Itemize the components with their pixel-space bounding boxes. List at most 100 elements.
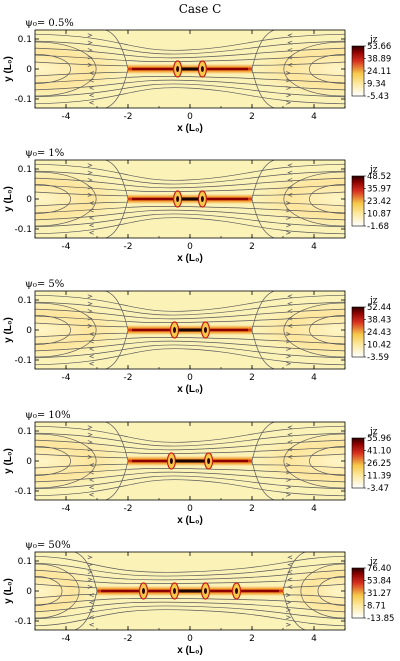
- plasmoid-core: [235, 588, 238, 594]
- colorbar-tick-label: 38.89: [367, 55, 391, 65]
- field-loop: [35, 576, 63, 606]
- field-arrow: [87, 301, 93, 306]
- colorbar-tick-label: 24.43: [367, 328, 391, 338]
- plasmoid-core: [173, 588, 176, 594]
- colorbar-tick-label: 9.34: [367, 80, 386, 90]
- field-line: [35, 40, 345, 55]
- island-glow: [287, 562, 345, 620]
- field-loop: [309, 446, 345, 476]
- field-arrow: [88, 339, 94, 344]
- field-arrow: [88, 600, 94, 605]
- separatrix: [73, 590, 98, 630]
- colorbar-tick-label: 10.87: [367, 210, 391, 220]
- colorbar: [351, 175, 365, 227]
- field-arrow: [88, 93, 94, 98]
- colorbar: [351, 306, 365, 358]
- field-arrow: [88, 492, 94, 497]
- plasmoid-core: [200, 66, 204, 72]
- x-tick-label: 0: [187, 634, 193, 644]
- chart-panel: -4 -2 0 2 4 0.1 0 -0.1 x (L₀) y (L₀) ψ₀= 1% jz48.52…: [3, 148, 391, 264]
- island-glow: [35, 170, 124, 228]
- island-glow: [35, 301, 124, 359]
- x-tick-label: 0: [187, 242, 193, 252]
- y-axis-label: y (L₀): [3, 186, 14, 212]
- field-line: [35, 576, 345, 585]
- x-tick-label: -4: [62, 634, 71, 644]
- field-arrow: [87, 48, 93, 53]
- field-line: [35, 432, 345, 447]
- plasmoid-core: [204, 327, 207, 333]
- field-line: [35, 439, 345, 451]
- field-line: [35, 555, 345, 573]
- x-tick-label: 4: [311, 242, 317, 252]
- separatrix: [104, 460, 129, 500]
- field-arrow: [287, 33, 293, 38]
- field-arrow: [286, 100, 292, 105]
- field-arrow: [286, 622, 292, 627]
- x-tick-label: 0: [187, 373, 193, 383]
- field-arrow: [287, 432, 293, 437]
- field-line: [35, 33, 345, 51]
- colorbar-tick-label: 38.43: [367, 316, 391, 326]
- y-tick-label: 0.1: [18, 165, 32, 175]
- x-axis-label: x (L₀): [177, 123, 203, 134]
- field-line: [35, 205, 345, 214]
- field-arrow: [88, 223, 94, 228]
- x-tick-label: -2: [124, 112, 133, 122]
- field-line: [35, 467, 345, 476]
- field-arrow: [286, 354, 292, 359]
- field-arrow: [287, 192, 293, 197]
- field-arrow: [287, 555, 293, 560]
- plasmoid-core: [173, 327, 176, 333]
- field-arrow: [87, 584, 93, 589]
- field-arrow: [286, 346, 292, 351]
- island-glow: [256, 432, 345, 490]
- field-arrow: [287, 48, 293, 53]
- panel-label: ψ₀= 0.5%: [25, 18, 74, 29]
- field-line: [35, 340, 345, 352]
- field-line: [35, 47, 345, 59]
- y-tick-label: -0.1: [14, 356, 32, 366]
- field-arrow: [287, 454, 293, 459]
- field-arrow: [87, 454, 93, 459]
- field-line: [35, 75, 345, 84]
- colorbar-label: jz: [369, 557, 378, 567]
- field-arrow: [88, 463, 94, 468]
- field-line: [35, 294, 345, 312]
- field-arrow: [87, 425, 93, 430]
- plasmoid-core: [176, 66, 180, 72]
- plasmoid-core: [200, 196, 204, 202]
- y-tick-label: 0: [26, 195, 32, 205]
- field-arrow: [88, 71, 94, 76]
- colorbar-tick-label: 53.66: [367, 42, 391, 52]
- separatrix: [104, 329, 129, 369]
- field-line: [35, 344, 345, 359]
- field-arrow: [87, 555, 93, 560]
- field-arrow: [287, 170, 293, 175]
- field-arrow: [87, 432, 93, 437]
- chart-panel: -4 -2 0 2 4 0.1 0 -0.1 x (L₀) y (L₀) ψ₀= 5% jz52.44…: [3, 279, 391, 395]
- panel-label: ψ₀= 1%: [25, 148, 64, 159]
- field-line: [35, 170, 345, 185]
- y-tick-label: 0: [26, 65, 32, 75]
- y-axis-label: y (L₀): [3, 448, 14, 474]
- field-line: [35, 562, 345, 577]
- field-arrow: [286, 230, 292, 235]
- separatrix: [251, 422, 276, 462]
- field-loop: [283, 302, 345, 358]
- field-arrow: [287, 309, 293, 314]
- field-loop: [35, 171, 97, 227]
- field-arrow: [88, 346, 94, 351]
- island-glow: [35, 562, 93, 620]
- separatrix: [73, 552, 98, 592]
- colorbar-label: jz: [369, 165, 378, 175]
- colorbar: [351, 437, 365, 489]
- field-arrow: [87, 309, 93, 314]
- central-sheet: [181, 67, 199, 71]
- separatrix: [251, 291, 276, 331]
- field-loop: [35, 315, 71, 345]
- field-arrow: [88, 485, 94, 490]
- field-loop: [35, 184, 71, 214]
- field-arrow: [87, 577, 93, 582]
